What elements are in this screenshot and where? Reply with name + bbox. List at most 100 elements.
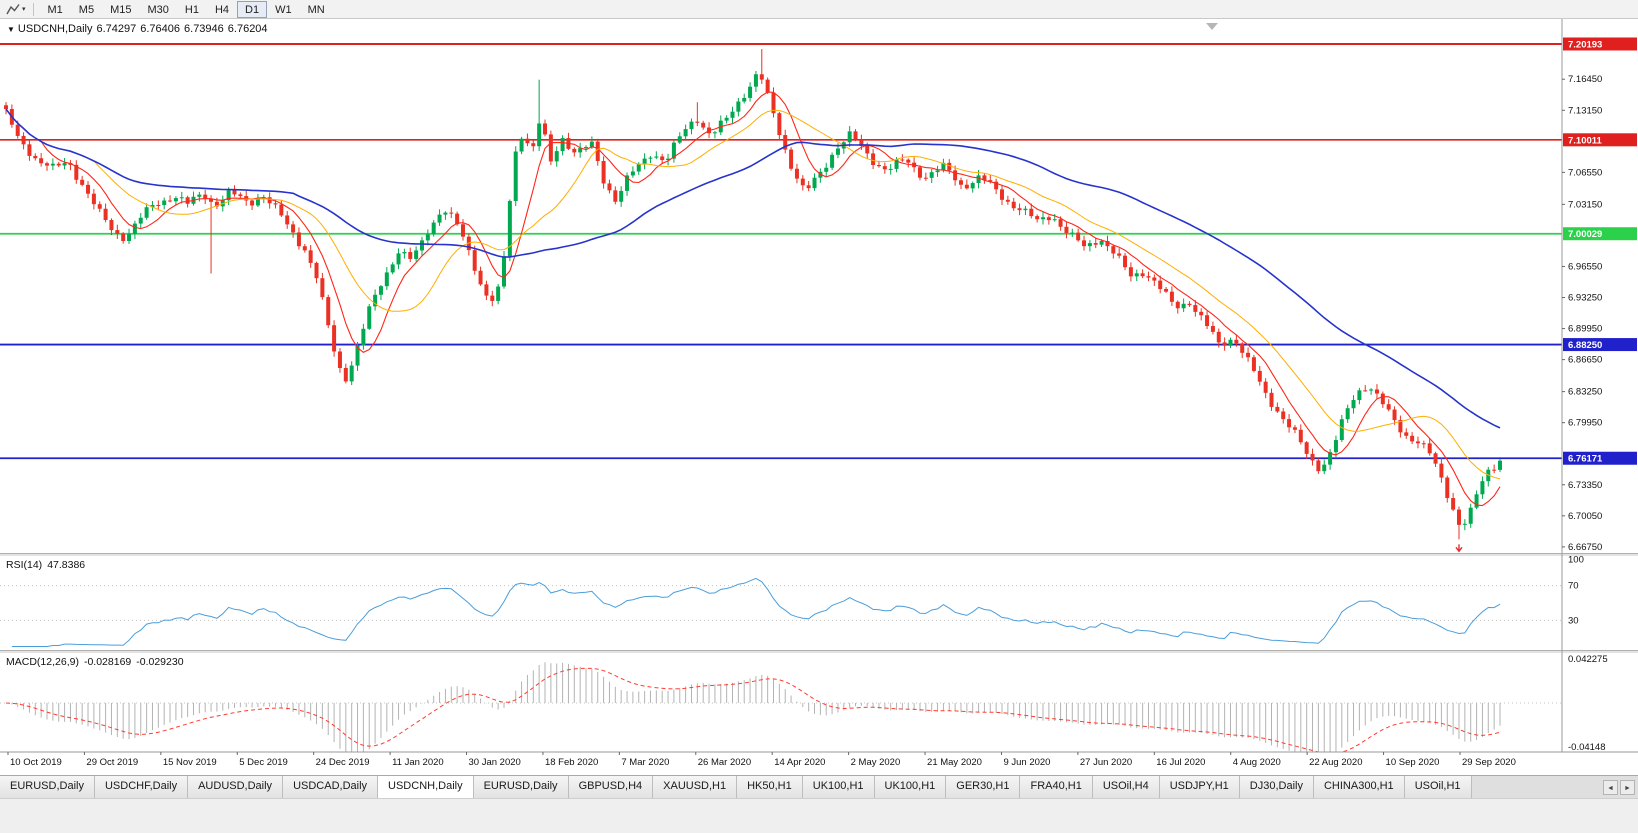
svg-text:6.79950: 6.79950	[1568, 418, 1602, 429]
chart-tab-audusd-daily[interactable]: AUDUSD,Daily	[188, 776, 284, 798]
chart-tab-usoil-h1[interactable]: USOil,H1	[1404, 776, 1472, 798]
macd-value-1: -0.028169	[83, 656, 132, 668]
svg-text:4 Aug 2020: 4 Aug 2020	[1233, 757, 1281, 768]
svg-text:6.83250: 6.83250	[1568, 387, 1602, 398]
svg-text:21 May 2020: 21 May 2020	[927, 757, 982, 768]
candles-layer	[4, 49, 1502, 540]
chevron-down-icon: ▾	[22, 6, 26, 13]
svg-text:7.16450: 7.16450	[1568, 74, 1602, 85]
chart-tab-china300-h1[interactable]: CHINA300,H1	[1313, 776, 1405, 798]
timeframe-button-h4[interactable]: H4	[214, 3, 230, 16]
macd-pane	[0, 662, 1562, 752]
hline-price-label[interactable]	[1563, 338, 1637, 352]
chart-title-high: 6.76406	[140, 23, 181, 35]
timeframe-button-m30[interactable]: M30	[147, 3, 169, 16]
svg-text:29 Sep 2020: 29 Sep 2020	[1462, 757, 1516, 768]
chart-tab-eurusd-daily[interactable]: EURUSD,Daily	[473, 776, 569, 798]
tab-scroll-left-button[interactable]: ◄	[1603, 779, 1618, 795]
timeframe-button-w1[interactable]: W1	[275, 3, 292, 16]
macd-value-2: -0.029230	[136, 656, 184, 668]
hline-price-label[interactable]	[1563, 37, 1637, 51]
svg-text:6.96550: 6.96550	[1568, 261, 1602, 272]
svg-text:27 Jun 2020: 27 Jun 2020	[1080, 757, 1132, 768]
hlines-layer[interactable]	[0, 42, 1562, 460]
hline-price-label[interactable]	[1563, 451, 1637, 465]
hline-price-label[interactable]	[1563, 227, 1637, 241]
svg-text:0.042275: 0.042275	[1568, 654, 1608, 665]
chart-tab-uk100-h1[interactable]: UK100,H1	[874, 776, 947, 798]
timeframe-button-m1[interactable]: M1	[47, 3, 63, 16]
timeframe-button-m15[interactable]: M15	[110, 3, 132, 16]
line-chart-icon	[6, 3, 20, 14]
svg-text:26 Mar 2020: 26 Mar 2020	[698, 757, 751, 768]
svg-text:16 Jul 2020: 16 Jul 2020	[1156, 757, 1205, 768]
svg-text:7.06550: 7.06550	[1568, 167, 1602, 178]
ma-line-16	[5, 108, 1501, 480]
chart-type-icon[interactable]: ▾	[3, 1, 29, 18]
svg-text:18 Feb 2020: 18 Feb 2020	[545, 757, 598, 768]
chart-tab-gbpusd-h4[interactable]: GBPUSD,H4	[568, 776, 654, 798]
svg-text:5 Dec 2019: 5 Dec 2019	[239, 757, 288, 768]
chart-title-symbol: USDCNH,Daily	[17, 23, 93, 35]
hline-price-label[interactable]	[1563, 133, 1637, 147]
svg-text:14 Apr 2020: 14 Apr 2020	[774, 757, 825, 768]
svg-text:7.10011: 7.10011	[1568, 135, 1603, 146]
svg-text:9 Jun 2020: 9 Jun 2020	[1003, 757, 1050, 768]
timeframe-toolbar: ▾ M1 M5 M15 M30 H1 H4 D1 W1 MN	[0, 0, 1638, 19]
chart-tab-usoil-h4[interactable]: USOil,H4	[1092, 776, 1160, 798]
timeframe-button-mn[interactable]: MN	[307, 3, 325, 16]
chart-tab-usdcnh-daily[interactable]: USDCNH,Daily	[378, 776, 474, 798]
chart-tab-dj30-daily[interactable]: DJ30,Daily	[1239, 776, 1314, 798]
rsi-value: 47.8386	[47, 559, 86, 571]
chart-title: ▼ USDCNH,Daily 6.74297 6.76406 6.73946 6.7620…	[7, 23, 272, 35]
chart-tab-fra40-h1[interactable]: FRA40,H1	[1020, 776, 1093, 798]
svg-text:15 Nov 2019: 15 Nov 2019	[163, 757, 217, 768]
chart-shift-marker-icon[interactable]	[1206, 23, 1218, 30]
pane-separators[interactable]	[0, 553, 1638, 653]
chart-tab-usdjpy-h1[interactable]: USDJPY,H1	[1159, 776, 1240, 798]
svg-text:7.13150: 7.13150	[1568, 105, 1602, 116]
svg-text:6.86650: 6.86650	[1568, 355, 1602, 366]
svg-text:7.00029: 7.00029	[1568, 229, 1602, 240]
chart-tab-ger30-h1[interactable]: GER30,H1	[946, 776, 1021, 798]
date-axis: 10 Oct 2019 29 Oct 2019 15 Nov 2019 5 Dec 2…	[7, 752, 1516, 768]
svg-text:-0.04148: -0.04148	[1568, 742, 1606, 753]
svg-text:6.88250: 6.88250	[1568, 340, 1602, 351]
ma-line-50	[5, 108, 1501, 429]
rsi-pane	[0, 577, 1562, 647]
svg-text:6.93250: 6.93250	[1568, 293, 1602, 304]
rsi-label: RSI(14)	[6, 559, 43, 571]
chart-tab-usdchf-daily[interactable]: USDCHF,Daily	[94, 776, 189, 798]
chart-tab-usdcad-daily[interactable]: USDCAD,Daily	[283, 776, 379, 798]
chart-canvas[interactable]: 7.16450 7.13150 7.06550 7.03150 6.96550 6.932…	[0, 19, 1638, 775]
svg-text:2 May 2020: 2 May 2020	[851, 757, 901, 768]
chart-window: 7.16450 7.13150 7.06550 7.03150 6.96550 6.932…	[0, 19, 1638, 775]
svg-text:7.03150: 7.03150	[1568, 199, 1602, 210]
tab-scroll-right-button[interactable]: ►	[1620, 779, 1635, 795]
moving-averages-layer	[5, 91, 1501, 507]
macd-label: MACD(12,26,9)	[6, 656, 79, 668]
chart-tabs-track: EURUSD,Daily USDCHF,Daily AUDUSD,Daily USDC…	[0, 776, 1600, 798]
svg-text:29 Oct 2019: 29 Oct 2019	[86, 757, 138, 768]
chart-tab-hk50-h1[interactable]: HK50,H1	[737, 776, 803, 798]
svg-text:24 Dec 2019: 24 Dec 2019	[316, 757, 370, 768]
chart-tab-xauusd-h1[interactable]: XAUUSD,H1	[653, 776, 738, 798]
timeframe-button-d1[interactable]: D1	[237, 0, 268, 18]
svg-text:6.66750: 6.66750	[1568, 542, 1602, 553]
chart-title-close: 6.76204	[227, 23, 268, 35]
toolbar-separator	[32, 2, 34, 16]
svg-text:6.73350: 6.73350	[1568, 480, 1602, 491]
svg-text:7.20193: 7.20193	[1568, 39, 1602, 50]
timeframe-button-h1[interactable]: H1	[184, 3, 199, 16]
rsi-line	[11, 577, 1501, 647]
chart-tab-eurusd-daily[interactable]: EURUSD,Daily	[0, 776, 95, 798]
ma-line-7	[5, 91, 1501, 507]
status-bar	[0, 798, 1638, 833]
svg-text:7 Mar 2020: 7 Mar 2020	[621, 757, 669, 768]
chart-title-low: 6.73946	[184, 23, 224, 35]
svg-text:100: 100	[1568, 554, 1584, 565]
timeframe-button-m5[interactable]: M5	[78, 3, 95, 16]
svg-text:10 Sep 2020: 10 Sep 2020	[1386, 757, 1440, 768]
one-click-trading-arrow[interactable]: ▼	[7, 25, 15, 34]
chart-tab-uk100-h1[interactable]: UK100,H1	[802, 776, 875, 798]
